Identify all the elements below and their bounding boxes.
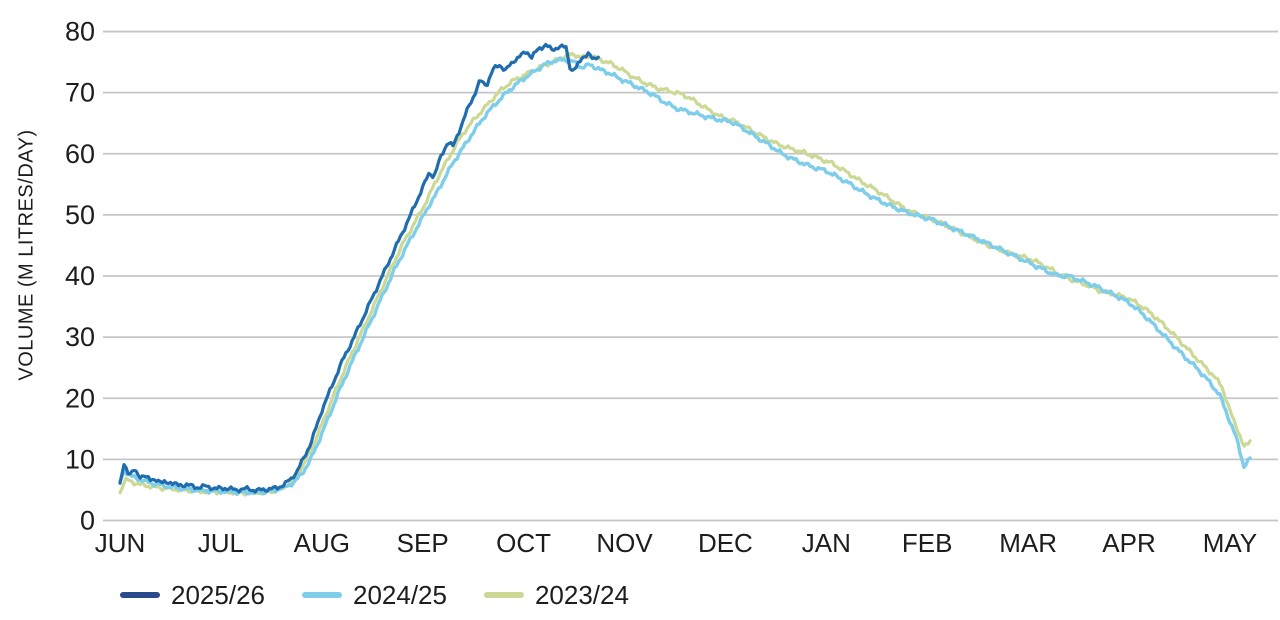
- legend-label-2023-24: 2023/24: [534, 579, 629, 610]
- series-line-2024-25: [118, 56, 1252, 496]
- y-tick-label: 10: [65, 444, 95, 474]
- y-tick-label: 50: [65, 200, 95, 230]
- x-tick-label: MAR: [999, 528, 1057, 558]
- y-tick-label: 30: [65, 322, 95, 352]
- y-tick-label: 20: [65, 383, 95, 413]
- y-axis-title: VOLUME (M LITRES/DAY): [15, 129, 38, 381]
- x-tick-label: FEB: [902, 528, 953, 558]
- x-tick-label: MAY: [1203, 528, 1257, 558]
- legend-item-2024-25: 2024/25: [301, 579, 447, 611]
- legend-item-2023-24: 2023/24: [483, 579, 629, 611]
- y-tick-label: 70: [65, 78, 95, 108]
- x-tick-label: SEP: [397, 528, 449, 558]
- x-tick-label: NOV: [596, 528, 653, 558]
- series-line-2023-24: [118, 51, 1252, 497]
- x-tick-label: JAN: [802, 528, 851, 558]
- legend-label-2025-26: 2025/26: [171, 579, 265, 610]
- legend-swatch-2024-25-icon: [301, 592, 342, 598]
- x-tick-label: OCT: [496, 528, 551, 558]
- y-tick-label: 40: [65, 261, 95, 291]
- legend-label-2024-25: 2024/25: [352, 579, 447, 610]
- legend-swatch-2025-26-icon: [120, 592, 160, 598]
- legend-item-2025-26: 2025/26: [120, 580, 265, 611]
- x-tick-label: AUG: [294, 528, 350, 558]
- legend-swatch-2023-24-icon: [483, 592, 524, 598]
- x-tick-label: JUL: [198, 528, 244, 558]
- legend: 2025/26 2024/25 2023/24: [120, 578, 629, 612]
- y-tick-label: 60: [65, 139, 95, 169]
- x-tick-label: DEC: [698, 528, 753, 558]
- y-tick-label: 80: [65, 17, 95, 47]
- x-tick-label: APR: [1102, 528, 1155, 558]
- series-line-2025-26: [118, 42, 600, 494]
- y-tick-label: 0: [80, 506, 95, 536]
- x-tick-label: JUN: [95, 528, 146, 558]
